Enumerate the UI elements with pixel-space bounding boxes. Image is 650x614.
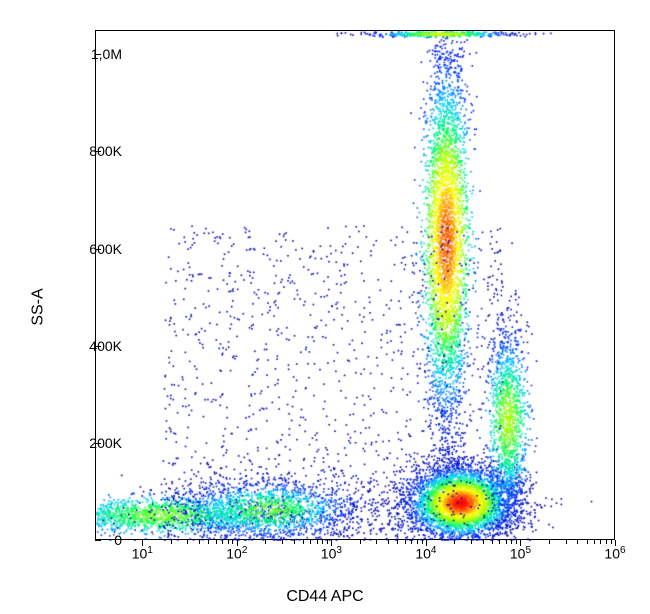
- x-minor-tick: [492, 540, 493, 544]
- y-tick-label: 600K: [62, 241, 122, 257]
- x-minor-tick: [405, 540, 406, 544]
- x-minor-tick: [397, 540, 398, 544]
- y-axis-label: SS-A: [30, 288, 48, 325]
- y-tick-mark: [95, 151, 101, 152]
- x-minor-tick: [199, 540, 200, 544]
- x-axis-label: CD44 APC: [286, 588, 363, 606]
- x-minor-tick: [265, 540, 266, 544]
- x-minor-tick: [310, 540, 311, 544]
- x-tick-mark: [142, 540, 143, 546]
- x-minor-tick: [388, 540, 389, 544]
- y-tick-label: 200K: [62, 435, 122, 451]
- x-minor-tick: [587, 540, 588, 544]
- x-minor-tick: [360, 540, 361, 544]
- x-minor-tick: [222, 540, 223, 544]
- x-minor-tick: [228, 540, 229, 544]
- x-minor-tick: [499, 540, 500, 544]
- x-minor-tick: [516, 540, 517, 544]
- plot-area: [95, 30, 615, 540]
- x-minor-tick: [294, 540, 295, 544]
- x-minor-tick: [187, 540, 188, 544]
- x-minor-tick: [317, 540, 318, 544]
- x-minor-tick: [511, 540, 512, 544]
- y-tick-label: 0: [62, 532, 122, 548]
- x-minor-tick: [566, 540, 567, 544]
- y-tick-mark: [95, 346, 101, 347]
- y-tick-label: 800K: [62, 143, 122, 159]
- x-tick-mark: [615, 540, 616, 546]
- x-minor-tick: [549, 540, 550, 544]
- x-tick-label: 102: [226, 545, 247, 562]
- x-minor-tick: [483, 540, 484, 544]
- x-tick-label: 106: [604, 545, 625, 562]
- x-minor-tick: [422, 540, 423, 544]
- x-minor-tick: [417, 540, 418, 544]
- x-minor-tick: [611, 540, 612, 544]
- x-minor-tick: [208, 540, 209, 544]
- x-minor-tick: [303, 540, 304, 544]
- chart-container: [95, 30, 615, 540]
- x-minor-tick: [376, 540, 377, 544]
- y-tick-mark: [95, 540, 101, 541]
- x-minor-tick: [171, 540, 172, 544]
- x-minor-tick: [232, 540, 233, 544]
- x-minor-tick: [594, 540, 595, 544]
- x-minor-tick: [506, 540, 507, 544]
- x-minor-tick: [471, 540, 472, 544]
- x-tick-label: 101: [132, 545, 153, 562]
- y-tick-mark: [95, 54, 101, 55]
- x-minor-tick: [322, 540, 323, 544]
- x-tick-mark: [237, 540, 238, 546]
- x-minor-tick: [327, 540, 328, 544]
- x-minor-tick: [606, 540, 607, 544]
- x-minor-tick: [216, 540, 217, 544]
- y-tick-label: 1,0M: [62, 46, 122, 62]
- x-tick-mark: [520, 540, 521, 546]
- scatter-canvas: [96, 31, 616, 541]
- x-minor-tick: [411, 540, 412, 544]
- y-tick-mark: [95, 249, 101, 250]
- x-minor-tick: [600, 540, 601, 544]
- x-minor-tick: [282, 540, 283, 544]
- x-minor-tick: [577, 540, 578, 544]
- y-tick-mark: [95, 443, 101, 444]
- x-tick-label: 105: [510, 545, 531, 562]
- x-tick-mark: [331, 540, 332, 546]
- y-tick-label: 400K: [62, 338, 122, 354]
- x-tick-mark: [426, 540, 427, 546]
- x-tick-label: 104: [415, 545, 436, 562]
- x-tick-label: 103: [321, 545, 342, 562]
- x-minor-tick: [454, 540, 455, 544]
